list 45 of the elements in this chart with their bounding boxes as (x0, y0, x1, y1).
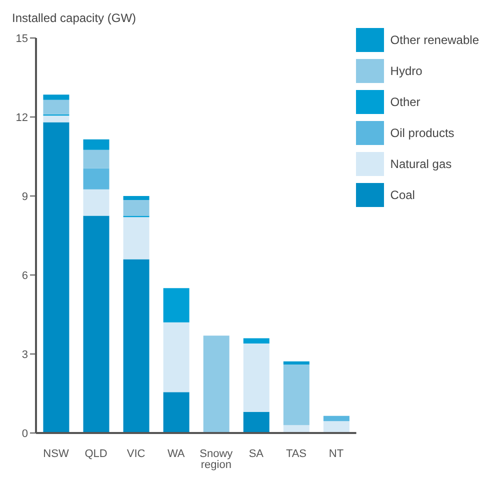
bar (203, 336, 230, 433)
y-tick-label: 0 (22, 428, 28, 440)
x-tick-label: NT (328, 448, 344, 460)
bar (243, 338, 270, 344)
x-tick-label: QLD (84, 448, 108, 460)
bar (123, 259, 150, 433)
legend-label: Hydro (390, 64, 422, 78)
bar (43, 94, 70, 100)
bar (43, 122, 70, 433)
x-tick-label: SA (248, 448, 264, 460)
y-tick-label: 15 (16, 32, 28, 45)
y-tick-label: 9 (22, 190, 28, 203)
bar (123, 196, 150, 200)
x-tick-label: Snowy region (200, 448, 234, 471)
bar (163, 392, 190, 433)
bar (243, 343, 270, 412)
legend-label: Other renewable (390, 33, 479, 47)
x-tick-label: NSW (43, 448, 70, 460)
y-tick-label: 12 (16, 112, 28, 124)
bar (243, 412, 270, 433)
y-tick-label: 6 (22, 270, 28, 282)
legend-label: Natural gas (390, 157, 452, 171)
bar (123, 217, 150, 260)
bar (43, 100, 70, 114)
x-tick-label: TAS (286, 448, 307, 460)
bar (163, 288, 190, 322)
bar (83, 150, 110, 168)
bar (323, 416, 350, 422)
y-axis-title: Installed capacity (GW) (12, 10, 138, 27)
bar (83, 139, 110, 150)
bar (283, 361, 310, 365)
legend-label: Oil products (390, 126, 454, 140)
bar (83, 189, 110, 216)
x-tick-label: WA (167, 448, 186, 460)
bar (323, 421, 350, 433)
legend-label: Other (390, 95, 420, 109)
bar (83, 216, 110, 433)
bar (283, 364, 310, 426)
y-tick-label: 3 (22, 348, 28, 361)
bar (123, 200, 150, 216)
x-tick-label: VIC (126, 448, 146, 460)
bar (83, 168, 110, 190)
bar (43, 116, 70, 122)
legend-label: Coal (390, 188, 415, 202)
bar (163, 322, 190, 392)
